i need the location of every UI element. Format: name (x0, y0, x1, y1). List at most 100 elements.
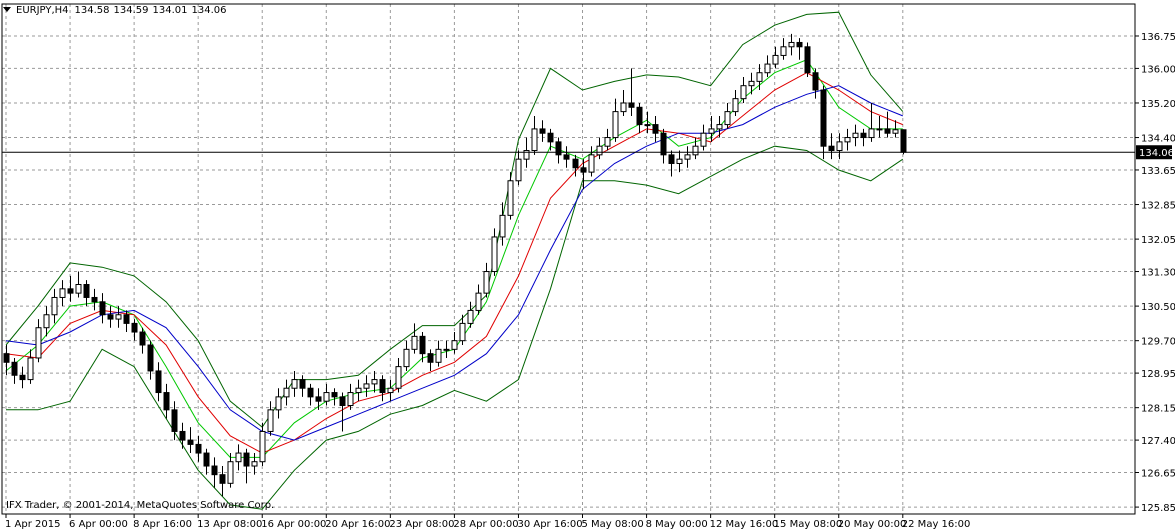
candle-body (315, 396, 322, 402)
header: EURJPY,H4 134.58 134.59 134.01 134.06 (16, 5, 227, 16)
x-tick-label: 5 May 08:00 (582, 519, 644, 530)
open: 134.58 (75, 5, 110, 16)
candle-body (419, 335, 426, 355)
candle-body (331, 392, 338, 398)
candle-body (11, 361, 18, 376)
candle-body (307, 387, 314, 398)
candle-body (692, 145, 699, 156)
candle-body (259, 430, 266, 463)
candle-body (796, 41, 803, 48)
candle-body (411, 335, 418, 350)
y-tick-label: 131.30 (1141, 268, 1175, 279)
indicator-line (5, 85, 903, 441)
candle-body (483, 271, 490, 294)
menu-icon (3, 7, 11, 12)
y-tick-label: 128.15 (1141, 404, 1175, 415)
candle-body (836, 141, 843, 152)
candle-body (51, 296, 58, 316)
candle-body (347, 392, 354, 407)
candle-body (555, 141, 562, 156)
candle-body (123, 314, 130, 324)
copyright: IFX Trader, © 2001-2014, MetaQuotes Soft… (6, 500, 274, 511)
candle-body (163, 392, 170, 411)
candle-body (588, 154, 595, 173)
x-tick-label: 13 Apr 08:00 (197, 519, 262, 530)
candle-body (83, 284, 90, 298)
candle-body (523, 150, 530, 160)
candle-body (243, 452, 250, 467)
x-tick-label: 8 Apr 16:00 (133, 519, 192, 530)
candle-body (804, 46, 811, 74)
candle-body (660, 132, 667, 156)
candle-body (676, 158, 683, 164)
candle-body (155, 370, 162, 394)
candle-body (515, 158, 522, 182)
candle-body (3, 353, 10, 363)
candle-body (355, 387, 362, 394)
candle-body (612, 111, 619, 139)
x-tick-label: 6 Apr 00:00 (69, 519, 128, 530)
indicator-line (5, 72, 903, 454)
candle-body (195, 443, 202, 454)
candle-body (491, 236, 498, 273)
candle-body (203, 452, 210, 467)
y-tick-label: 129.70 (1141, 337, 1175, 348)
candle-body (299, 379, 306, 389)
candle-body (443, 348, 450, 351)
candle-body (291, 379, 298, 389)
candle-body (852, 132, 859, 139)
candle-body (812, 72, 819, 91)
candle-body (772, 54, 779, 65)
candle-body (467, 309, 474, 324)
candle-body (764, 63, 771, 74)
candle-body (724, 111, 731, 126)
candle-body (35, 327, 42, 359)
candle-body (884, 128, 891, 134)
candle-body (139, 331, 146, 346)
candle-body (531, 128, 538, 152)
candle-body (900, 129, 907, 153)
candle-body (475, 292, 482, 311)
candle-body (75, 284, 82, 294)
indicator-line (5, 11, 904, 428)
candle-body (780, 46, 787, 56)
candle-body (427, 353, 434, 363)
plot-border (1, 3, 1136, 515)
y-tick-label: 136.00 (1141, 64, 1175, 75)
candle-body (131, 322, 138, 333)
candle-body (339, 396, 346, 407)
x-tick-label: 30 Apr 16:00 (517, 519, 582, 530)
x-tick-label: 23 Apr 08:00 (389, 519, 454, 530)
candle-body (267, 409, 274, 432)
price-label-box (1136, 145, 1172, 160)
candle-body (748, 80, 755, 87)
candle-body (251, 461, 258, 467)
candle-body (387, 387, 394, 394)
candle-body (43, 314, 50, 329)
grid (2, 4, 1135, 514)
candle-body (227, 461, 234, 484)
x-tick-label: 20 Apr 16:00 (325, 519, 390, 530)
candle-body (115, 314, 122, 320)
candle-body (636, 106, 643, 126)
y-tick-label: 126.65 (1141, 469, 1175, 480)
candle-body (580, 167, 587, 173)
candle-body (732, 98, 739, 113)
candle-body (187, 439, 194, 445)
candle-body (700, 132, 707, 147)
candle-body (435, 348, 442, 363)
candle-body (628, 102, 635, 108)
candle-body (740, 85, 747, 100)
candle-body (19, 374, 26, 381)
candle-body (459, 322, 466, 342)
x-tick-label: 8 May 00:00 (646, 519, 708, 530)
candle-body (107, 314, 114, 320)
x-tick-label: 28 Apr 00:00 (453, 519, 518, 530)
y-tick-label: 128.95 (1141, 369, 1175, 380)
y-tick-label: 132.05 (1141, 235, 1175, 246)
candle-body (499, 214, 506, 238)
x-tick-label: 20 May 00:00 (838, 519, 907, 530)
candle-body (179, 430, 186, 441)
